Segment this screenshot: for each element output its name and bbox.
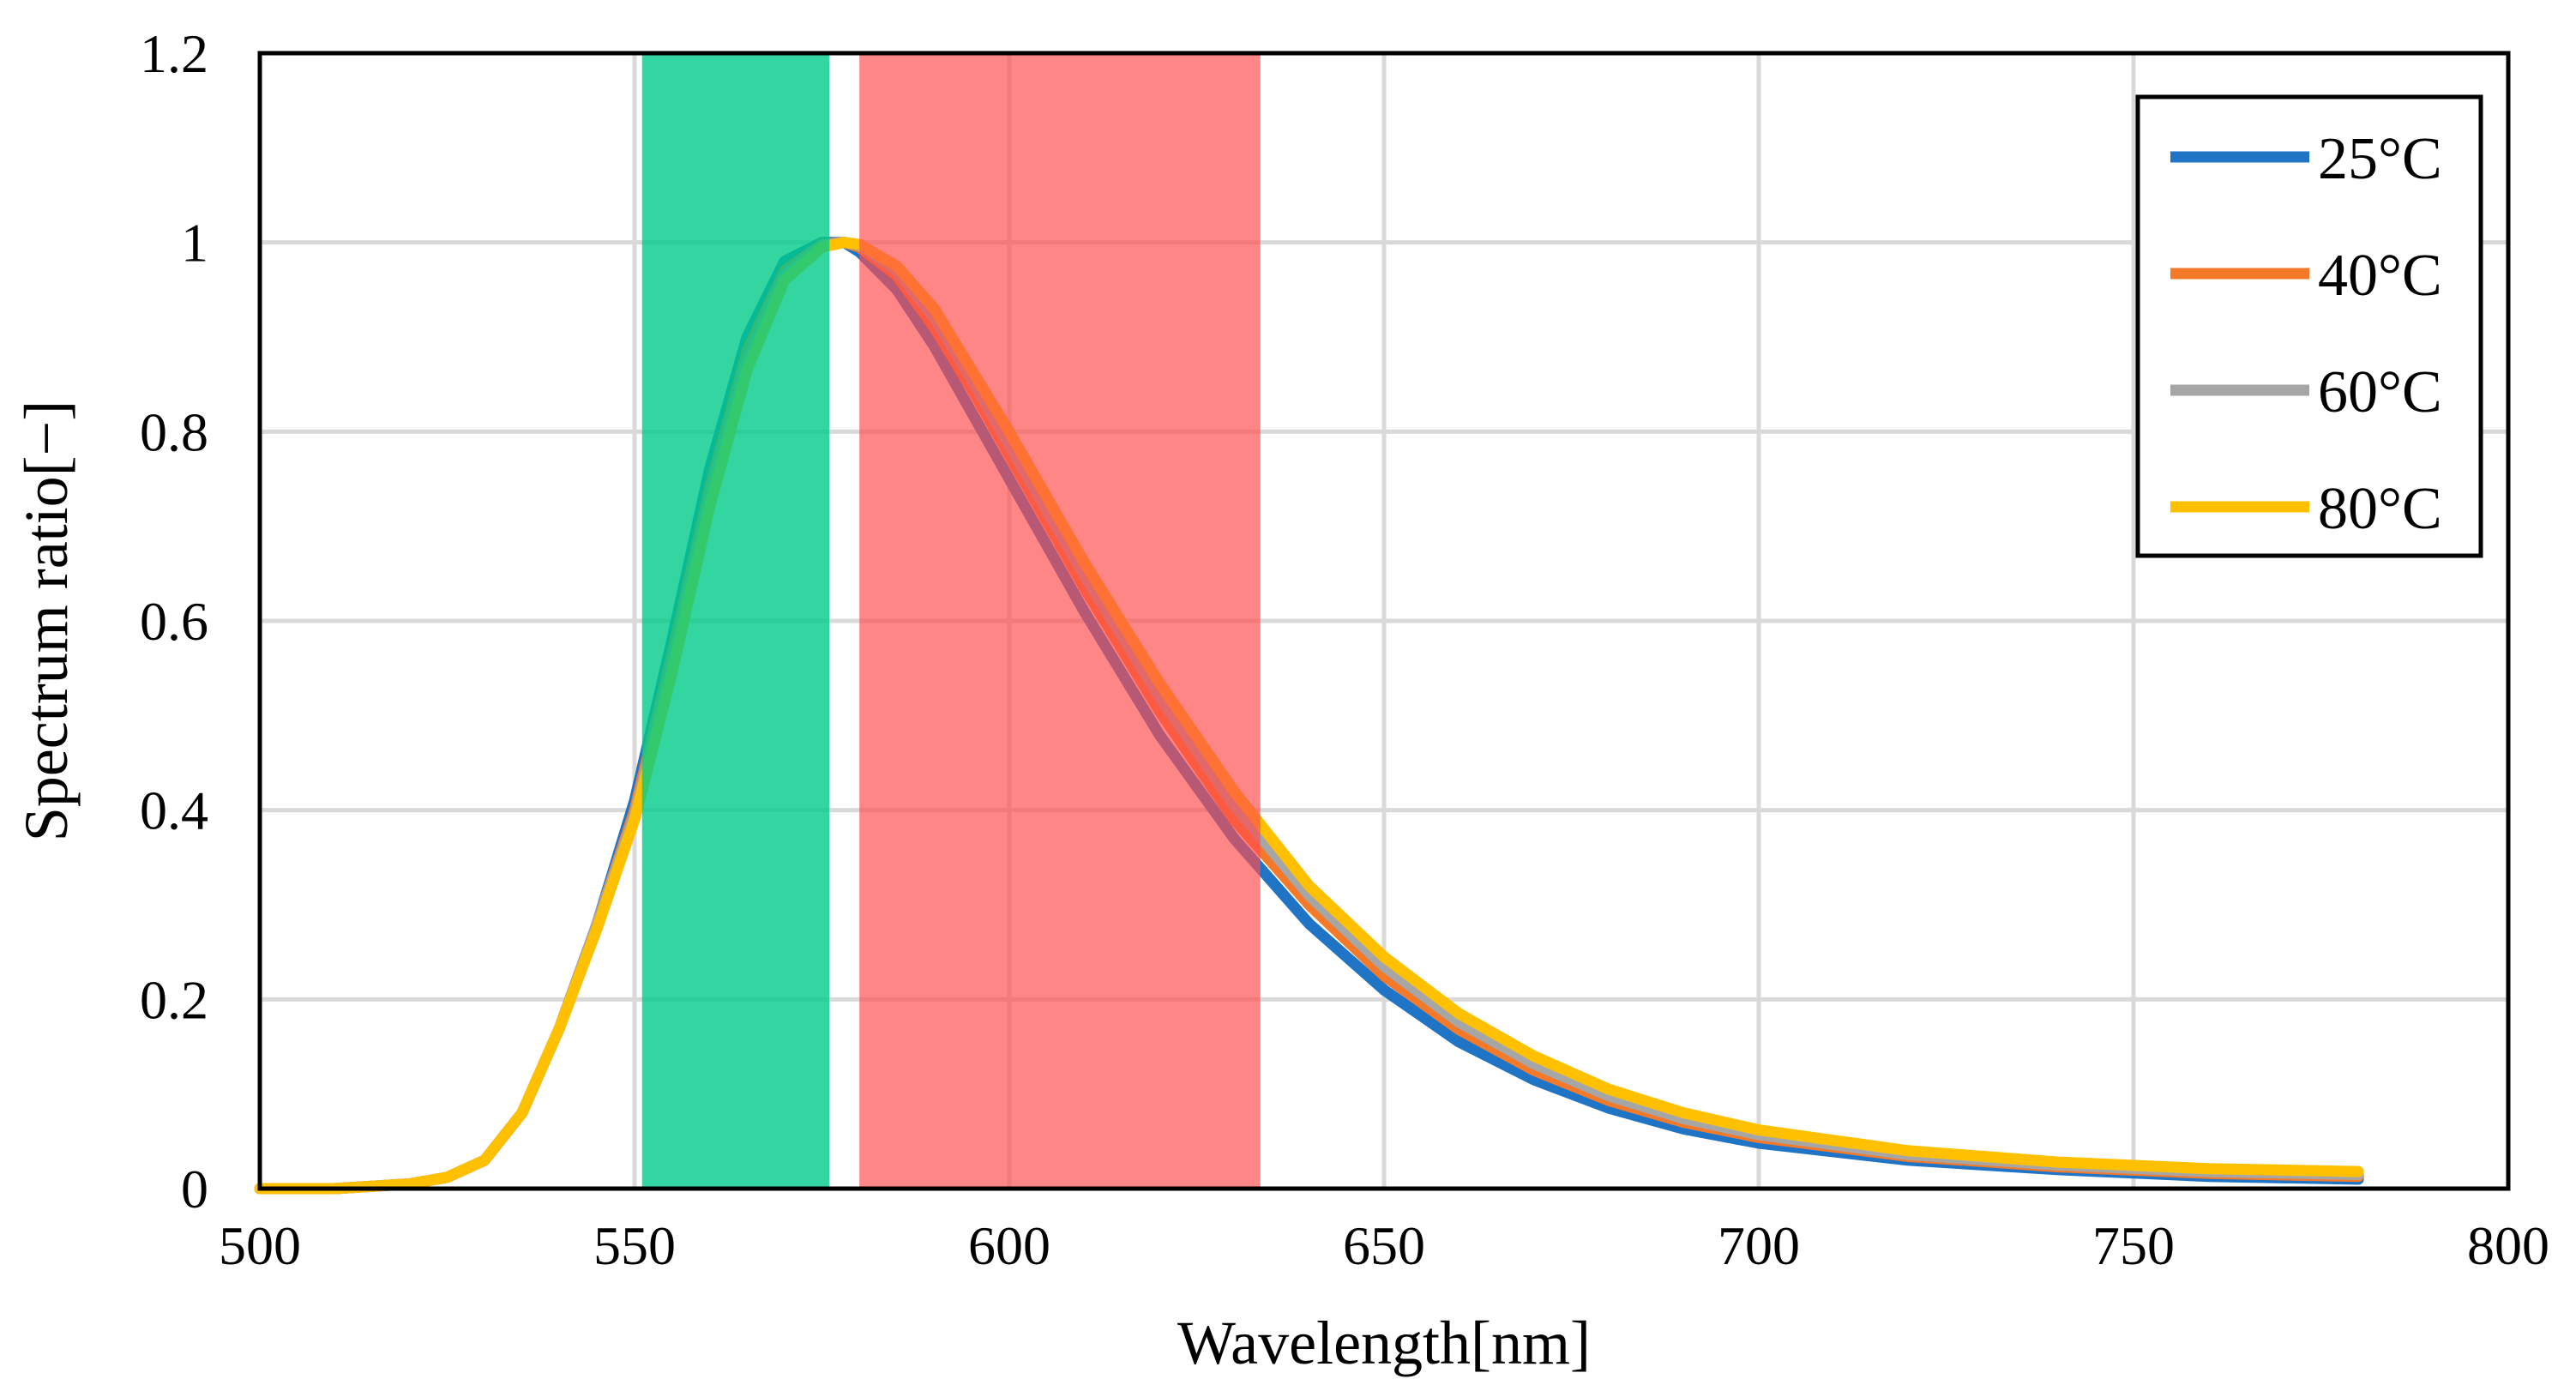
y-tick-label: 0 — [181, 1159, 208, 1219]
green-band — [641, 53, 830, 1189]
legend-label: 25°C — [2318, 126, 2442, 192]
y-tick-label: 0.4 — [140, 780, 208, 841]
y-tick-label: 0.8 — [140, 401, 208, 462]
x-tick-labels: 500 550 600 650 700 750 800 — [219, 1215, 2549, 1276]
legend-label: 40°C — [2318, 243, 2442, 309]
y-tick-label: 1 — [181, 213, 208, 274]
x-tick-label: 500 — [219, 1215, 301, 1276]
legend: 25°C 40°C 60°C 80°C — [2135, 94, 2483, 558]
legend-box — [2135, 94, 2483, 558]
x-tick-label: 600 — [968, 1215, 1050, 1276]
y-tick-label: 1.2 — [140, 23, 208, 84]
x-tick-label: 550 — [593, 1215, 676, 1276]
legend-label: 60°C — [2318, 359, 2442, 425]
x-tick-label: 800 — [2467, 1215, 2549, 1276]
red-band — [859, 53, 1261, 1189]
y-tick-label: 0.6 — [140, 591, 208, 652]
x-tick-label: 750 — [2092, 1215, 2175, 1276]
x-tick-label: 700 — [1718, 1215, 1800, 1276]
y-axis-label: Spectrum ratio[−] — [12, 400, 81, 841]
x-tick-label: 650 — [1343, 1215, 1425, 1276]
x-axis-label: Wavelength[nm] — [1177, 1309, 1591, 1377]
legend-label: 80°C — [2318, 476, 2442, 542]
shaded-bands — [641, 53, 1261, 1189]
y-tick-labels: 0 0.2 0.4 0.6 0.8 1 1.2 — [140, 23, 208, 1219]
plot-frame — [257, 51, 2511, 1191]
grid-lines — [260, 53, 2508, 1189]
y-tick-label: 0.2 — [140, 969, 208, 1030]
